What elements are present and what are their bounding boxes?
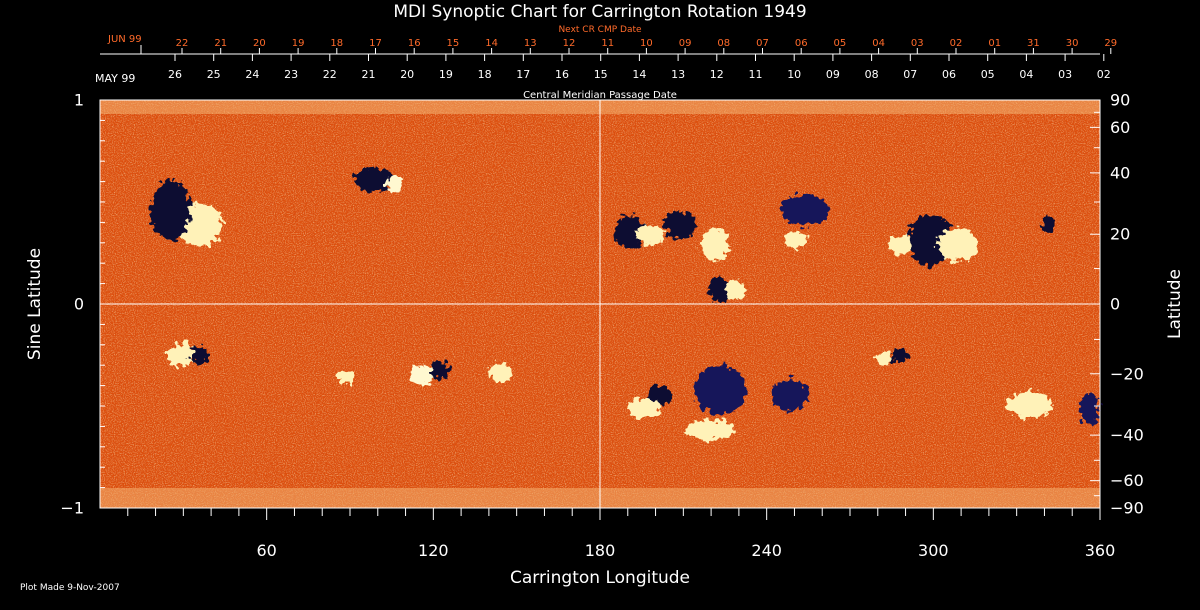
cmp-date-tick-label: 22: [323, 68, 337, 81]
next-cr-tick-label: 02: [950, 38, 963, 49]
cmp-date-tick-label: 20: [400, 68, 414, 81]
cmp-date-tick-label: 04: [1019, 68, 1033, 81]
magnetogram-map: [99, 99, 1101, 509]
plot-made-note: Plot Made 9-Nov-2007: [20, 583, 120, 593]
next-cr-tick-label: 22: [176, 38, 189, 49]
next-cr-tick-label: 18: [330, 38, 343, 49]
latitude-tick-label: 20: [1110, 225, 1130, 244]
latitude-tick-label: 0: [1110, 295, 1120, 314]
next-cr-tick-label: 17: [369, 38, 382, 49]
next-cr-label: Next CR CMP Date: [558, 25, 642, 35]
next-cr-tick-label: 20: [253, 38, 266, 49]
next-cr-tick-label: 15: [447, 38, 460, 49]
cmp-date-tick-label: 06: [942, 68, 956, 81]
next-cr-tick-label: 30: [1066, 38, 1079, 49]
cmp-date-tick-label: 24: [245, 68, 259, 81]
sine-lat-tick-label: 0: [74, 295, 84, 314]
cmp-date-tick-label: 12: [710, 68, 724, 81]
cmp-date-tick-label: 21: [362, 68, 376, 81]
next-cr-tick-label: 12: [563, 38, 576, 49]
latitude-tick-label: −40: [1110, 426, 1144, 445]
latitude-tick-label: 90: [1110, 91, 1130, 110]
next-cr-tick-label: 04: [872, 38, 885, 49]
next-cr-tick-label: 09: [679, 38, 692, 49]
next-cr-tick-label: 01: [988, 38, 1001, 49]
latitude-tick-label: −90: [1110, 499, 1144, 518]
latitude-label: Latitude: [1165, 269, 1185, 339]
cmp-date-tick-label: 09: [826, 68, 840, 81]
longitude-tick-label: 360: [1085, 541, 1116, 560]
longitude-tick-label: 180: [585, 541, 616, 560]
chart-title: MDI Synoptic Chart for Carrington Rotati…: [393, 2, 806, 22]
next-cr-tick-label: 19: [292, 38, 305, 49]
next-cr-tick-label: 07: [756, 38, 769, 49]
cmp-date-tick-label: 08: [865, 68, 879, 81]
cmp-date-tick-label: 03: [1058, 68, 1072, 81]
cmp-date-tick-label: 11: [749, 68, 763, 81]
next-cr-axis: 22 21 20 19 18 17 16 15 14 13 12 11 10 09 08 07 06 05 04 03…: [140, 38, 1117, 54]
next-cr-tick-label: 31: [1027, 38, 1040, 49]
cmp-date-tick-label: 23: [284, 68, 298, 81]
cmp-date-label: Central Meridian Passage Date: [523, 90, 677, 101]
next-cr-tick-label: 11: [601, 38, 614, 49]
cmp-date-tick-label: 26: [168, 68, 182, 81]
next-cr-tick-label: 08: [717, 38, 730, 49]
next-cr-tick-label: 21: [214, 38, 227, 49]
next-cr-tick-label: 03: [911, 38, 924, 49]
next-cr-tick-label: 05: [834, 38, 847, 49]
cmp-date-tick-label: 15: [594, 68, 608, 81]
cmp-date-tick-label: 10: [787, 68, 801, 81]
longitude-tick-label: 300: [918, 541, 949, 560]
next-cr-tick-label: 06: [795, 38, 808, 49]
cmp-date-tick-label: 13: [671, 68, 685, 81]
latitude-tick-label: −60: [1110, 471, 1144, 490]
next-cr-tick-label: 13: [524, 38, 537, 49]
latitude-axis: 90 60 40 20 0 −20 −40 −60 −90: [1090, 91, 1144, 518]
cmp-date-tick-label: 18: [478, 68, 492, 81]
cmp-date-tick-label: 07: [903, 68, 917, 81]
cmp-date-tick-label: 02: [1097, 68, 1111, 81]
latitude-tick-label: −20: [1110, 364, 1144, 383]
next-cr-tick-label: 10: [640, 38, 653, 49]
sine-lat-tick-label: 1: [74, 91, 84, 110]
carrington-longitude-axis: 60 120 180 240 300 360: [127, 508, 1116, 560]
cmp-date-month: MAY 99: [95, 72, 135, 85]
cmp-date-tick-label: 17: [516, 68, 530, 81]
longitude-tick-label: 240: [751, 541, 782, 560]
next-cr-month: JUN 99: [107, 34, 142, 45]
cmp-date-tick-label: 14: [632, 68, 646, 81]
cmp-date-axis: 26 25 24 23 22 21 20 19 18 17 16 15 14 13 12 11 10 09 08 07…: [168, 54, 1111, 81]
carrington-longitude-label: Carrington Longitude: [510, 568, 690, 588]
sine-latitude-label: Sine Latitude: [25, 248, 45, 360]
cmp-date-tick-label: 05: [981, 68, 995, 81]
sine-latitude-axis: 1 0 −1: [60, 91, 110, 518]
sine-lat-tick-label: −1: [60, 499, 84, 518]
next-cr-tick-label: 29: [1104, 38, 1117, 49]
longitude-tick-label: 60: [256, 541, 276, 560]
cmp-date-tick-label: 19: [439, 68, 453, 81]
longitude-tick-label: 120: [418, 541, 449, 560]
next-cr-tick-label: 16: [408, 38, 421, 49]
cmp-date-tick-label: 25: [207, 68, 221, 81]
cmp-date-tick-label: 16: [555, 68, 569, 81]
latitude-tick-label: 60: [1110, 118, 1130, 137]
next-cr-tick-label: 14: [485, 38, 498, 49]
latitude-tick-label: 40: [1110, 163, 1130, 182]
